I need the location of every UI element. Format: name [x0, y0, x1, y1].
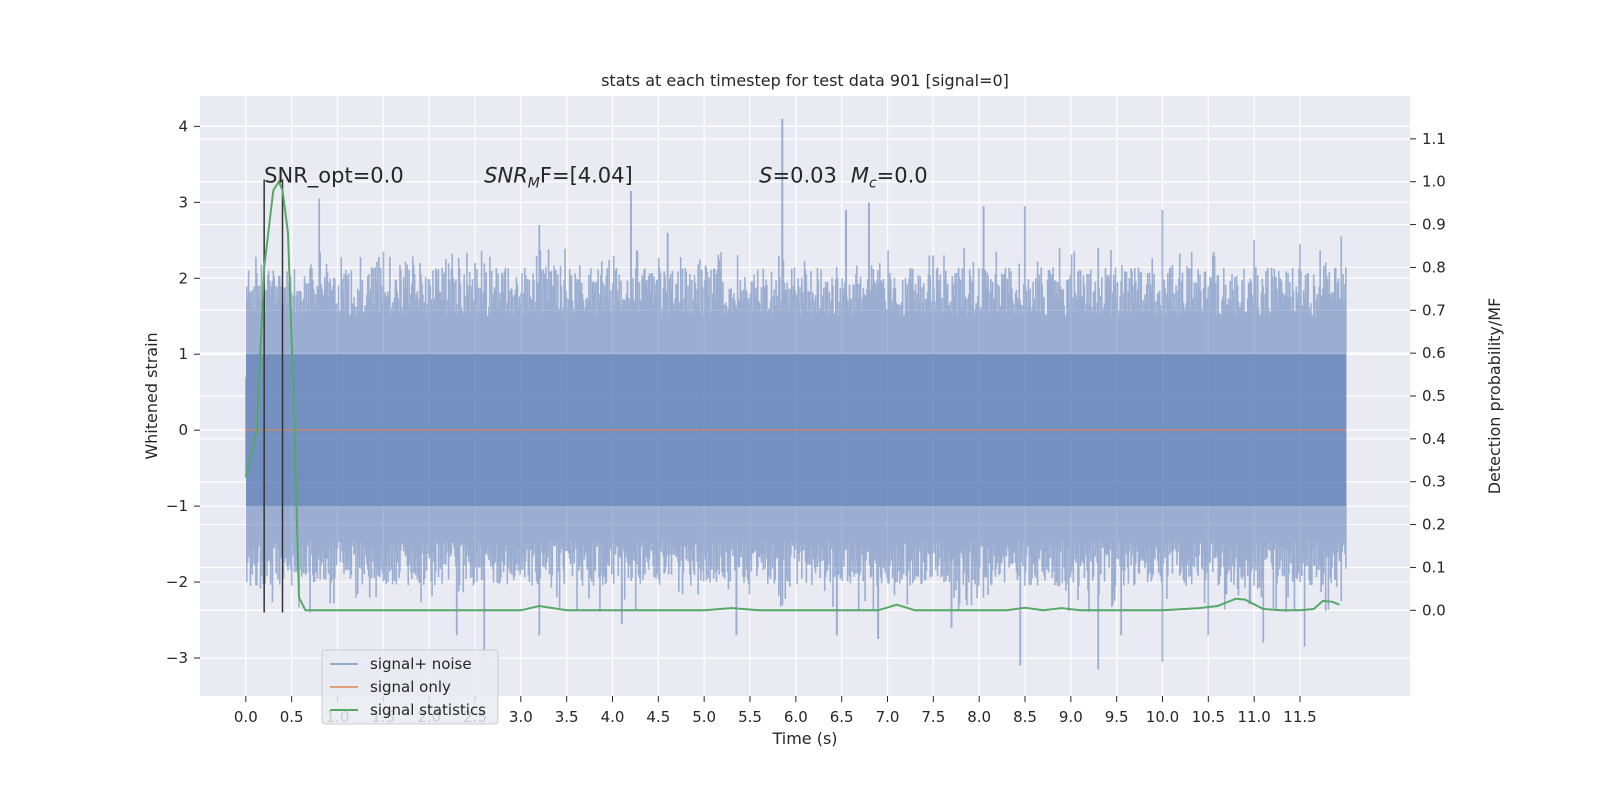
signal-statistics-line: [244, 179, 1340, 612]
chart-title: stats at each timestep for test data 901…: [601, 71, 1009, 90]
y-tick-label: 0: [178, 421, 188, 439]
x-tick-label: 3.5: [555, 708, 579, 726]
y-tick-label: 2: [178, 269, 188, 287]
annotation-mc: Mc=0.0: [851, 164, 928, 192]
y-tick-label: −3: [166, 649, 188, 667]
legend-box: [321, 649, 499, 725]
y-right-tick-label: 0.5: [1422, 387, 1446, 405]
y-right-tick-label: 1.1: [1422, 130, 1446, 148]
x-tick-label: 5.5: [738, 708, 762, 726]
legend-label-signal-noise: signal+ noise: [370, 655, 472, 673]
y-axis-right: 0.0 0.1 0.2 0.3 0.4 0.5 0.6 0.7 0.8 0.9 1.0 1.1: [1410, 130, 1446, 619]
y-right-tick-label: 1.0: [1422, 173, 1446, 191]
x-tick-label: 7.0: [876, 708, 900, 726]
x-tick-label: 8.0: [967, 708, 991, 726]
y-tick-label: 1: [178, 345, 188, 363]
x-tick-label: 8.5: [1013, 708, 1037, 726]
y-right-tick-label: 0.8: [1422, 258, 1446, 276]
y-axis-label: Whitened strain: [142, 332, 161, 459]
x-tick-label: 9.0: [1059, 708, 1083, 726]
y-axis-right-label: Detection probability/MF: [1485, 298, 1504, 495]
x-tick-label: 10.5: [1192, 708, 1225, 726]
x-tick-label: 10.0: [1146, 708, 1179, 726]
y-right-tick-label: 0.9: [1422, 216, 1446, 234]
legend-label-signal-only: signal only: [370, 678, 451, 696]
annotation-snr-mf: SNRMF=[4.04]: [484, 164, 633, 192]
x-tick-label: 7.5: [921, 708, 945, 726]
annotations: SNR_opt=0.0 SNRMF=[4.04] S=0.03 Mc=0.0: [264, 164, 927, 192]
x-tick-label: 11.5: [1283, 708, 1316, 726]
x-tick-label: 4.0: [601, 708, 625, 726]
x-tick-label: 5.0: [692, 708, 716, 726]
y-right-tick-label: 0.4: [1422, 430, 1446, 448]
y-right-tick-label: 0.6: [1422, 344, 1446, 362]
y-right-tick-label: 0.7: [1422, 301, 1446, 319]
event-markers: [263, 179, 284, 613]
annotation-s: S=0.03: [759, 164, 837, 188]
series-signal-statistics: [244, 179, 1340, 612]
y-axis-left: −3 −2 −1 0 1 2 3 4: [166, 117, 200, 667]
y-tick-label: −1: [166, 497, 188, 515]
x-tick-label: 4.5: [646, 708, 670, 726]
x-tick-label: 3.0: [509, 708, 533, 726]
annotation-snr-opt: SNR_opt=0.0: [264, 164, 404, 189]
x-tick-label: 9.5: [1105, 708, 1129, 726]
x-axis-label: Time (s): [771, 729, 837, 748]
y-tick-label: 3: [178, 193, 188, 211]
y-tick-label: −2: [166, 573, 188, 591]
y-right-tick-label: 0.2: [1422, 516, 1446, 534]
legend: signal+ noise signal only signal statist…: [321, 649, 499, 725]
y-right-tick-label: 0.3: [1422, 473, 1446, 491]
y-right-tick-label: 0.1: [1422, 558, 1446, 576]
x-tick-label: 6.5: [830, 708, 854, 726]
legend-label-signal-statistics: signal statistics: [370, 701, 486, 719]
y-tick-label: 4: [178, 117, 188, 135]
y-right-tick-label: 0.0: [1422, 601, 1446, 619]
x-tick-label: 11.0: [1237, 708, 1270, 726]
x-tick-label: 0.5: [280, 708, 304, 726]
x-tick-label: 0.0: [234, 708, 258, 726]
x-tick-label: 6.0: [784, 708, 808, 726]
